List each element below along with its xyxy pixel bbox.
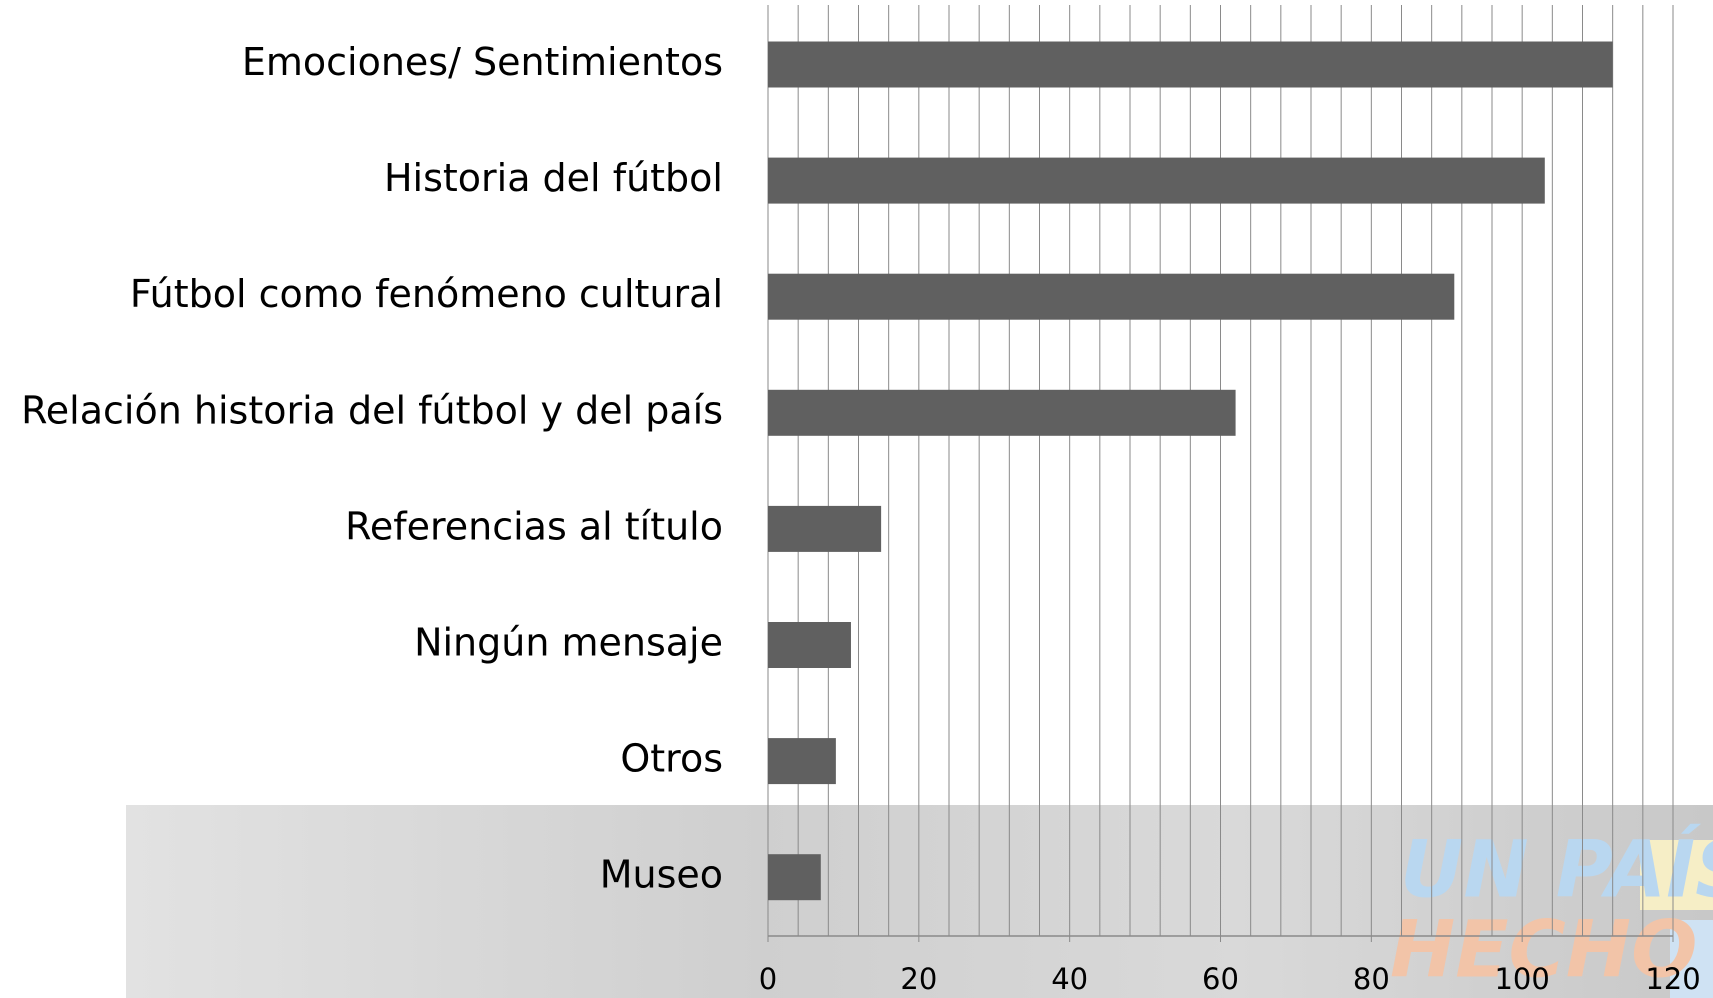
y-tick-label: Fútbol como fenómeno cultural: [130, 272, 723, 316]
x-tick-label: 100: [1494, 962, 1549, 996]
background-photo: [126, 805, 1713, 998]
bar: [768, 854, 821, 901]
background-block: [1640, 840, 1713, 910]
y-tick-label: Historia del fútbol: [384, 156, 723, 200]
watermark-text: UN PAÍS: [1400, 823, 1713, 915]
bar: [768, 622, 851, 668]
x-tick-label: 0: [759, 962, 777, 996]
y-tick-label: Referencias al título: [345, 504, 723, 548]
y-tick-label: Relación historia del fútbol y del país: [21, 388, 723, 432]
bar: [768, 738, 836, 785]
y-tick-label: Otros: [620, 737, 723, 781]
background-block: [1670, 920, 1713, 998]
y-tick-label: Ningún mensaje: [414, 621, 723, 665]
bar: [768, 273, 1455, 320]
x-tick-label: 20: [900, 962, 937, 996]
x-tick-label: 40: [1051, 962, 1088, 996]
y-tick-label: Emociones/ Sentimientos: [242, 40, 723, 84]
bar: [768, 41, 1613, 88]
x-tick-label: 60: [1202, 962, 1239, 996]
x-tick-label: 80: [1353, 962, 1390, 996]
y-tick-label: Museo: [600, 853, 723, 897]
bar: [768, 505, 882, 552]
bar: [768, 389, 1236, 436]
bar: [768, 157, 1545, 204]
x-tick-label: 120: [1645, 962, 1700, 996]
watermark-text: HECHO DE: [1390, 905, 1713, 995]
